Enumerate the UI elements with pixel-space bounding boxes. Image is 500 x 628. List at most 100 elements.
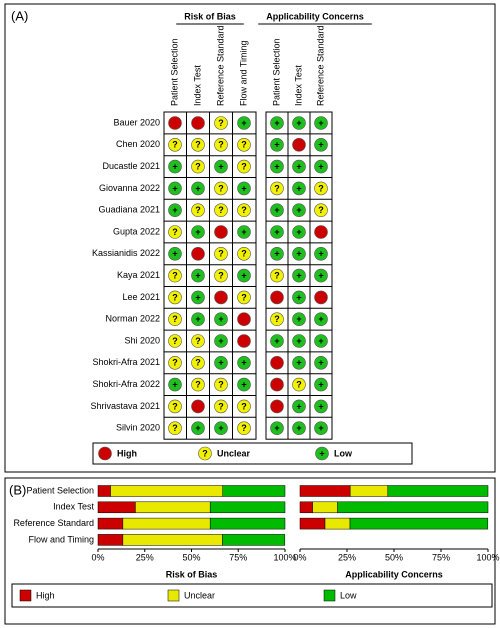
legend-label: High: [117, 448, 137, 458]
judgment: [314, 421, 328, 436]
judgment: [314, 377, 328, 392]
judgment: [237, 399, 251, 414]
x-tick-label: 0%: [293, 552, 306, 562]
judgment: [237, 355, 251, 370]
judgment: [314, 138, 328, 152]
judgment: [237, 225, 251, 239]
judgment: [292, 268, 306, 283]
judgment: [191, 181, 205, 196]
judgment-symbol: +: [318, 379, 323, 389]
bar-segment: [209, 501, 286, 514]
x-tick-label: 75%: [229, 552, 247, 562]
bar-segment: [122, 517, 211, 530]
bar-segment: [337, 501, 489, 514]
judgment: [168, 312, 182, 327]
judgment: [214, 268, 228, 283]
judgment: [168, 116, 182, 130]
judgment: [270, 181, 284, 196]
judgment: [270, 268, 284, 283]
judgment: [314, 203, 328, 217]
judgment-symbol: ?: [241, 292, 247, 302]
judgment: [292, 138, 306, 152]
judgment: [191, 334, 205, 348]
judgment-symbol: +: [241, 358, 246, 368]
judgment: [214, 312, 228, 327]
judgment-symbol: +: [296, 314, 301, 324]
judgment-symbol: ?: [218, 205, 224, 215]
judgment-symbol: +: [296, 118, 301, 128]
bar-segment: [299, 517, 326, 530]
judgment: [191, 421, 205, 436]
legend-swatch: [323, 589, 336, 602]
judgment: [214, 225, 228, 239]
judgment: [314, 399, 328, 414]
study-name: Shrivastava 2021: [90, 401, 160, 411]
judgment: [214, 334, 228, 348]
judgment: [270, 312, 284, 327]
bar-segment: [122, 534, 223, 546]
judgment-symbol: +: [296, 205, 301, 215]
judgment: [314, 290, 328, 305]
judgment: [270, 377, 284, 392]
bar-segment: [97, 534, 124, 546]
bar-segment: [299, 485, 351, 497]
judgment-symbol: +: [274, 423, 279, 433]
legend-label: Low: [334, 448, 353, 458]
judgment-symbol: ?: [218, 379, 224, 389]
judgment: [237, 159, 251, 174]
judgment-symbol: +: [241, 183, 246, 193]
judgment-symbol: ?: [274, 270, 280, 280]
judgment-symbol: +: [172, 205, 177, 215]
judgment: [214, 203, 228, 217]
legend-label: Unclear: [217, 448, 251, 458]
judgment-symbol: +: [318, 336, 323, 346]
judgment: [292, 290, 306, 305]
judgment-symbol: ?: [241, 423, 247, 433]
judgment: [214, 421, 228, 436]
judgment: [214, 399, 228, 414]
judgment-symbol: +: [218, 314, 223, 324]
judgment: [191, 138, 205, 152]
study-name: Gupta 2022: [113, 226, 160, 236]
judgment: [191, 247, 205, 261]
legend-swatch: [315, 446, 329, 461]
judgment-symbol: +: [319, 448, 324, 458]
judgment-symbol: +: [296, 358, 301, 368]
legend-swatch: [198, 446, 212, 461]
judgment: [168, 159, 182, 174]
judgment: [191, 203, 205, 217]
judgment: [237, 181, 251, 196]
judgment: [168, 355, 182, 370]
judgment-symbol: ?: [195, 140, 201, 150]
judgment-symbol: ?: [318, 183, 324, 193]
judgment: [191, 312, 205, 327]
judgment-symbol: +: [318, 270, 323, 280]
legend-swatch: [167, 589, 180, 602]
judgment-symbol: ?: [202, 448, 208, 458]
judgment: [237, 268, 251, 283]
judgment-symbol: +: [318, 423, 323, 433]
column-label: Patient Selection: [271, 38, 281, 106]
x-tick-label: 75%: [432, 552, 450, 562]
judgment: [237, 116, 251, 130]
judgment: [270, 116, 284, 130]
judgment-symbol: +: [195, 292, 200, 302]
column-label: Reference Standard: [215, 25, 225, 106]
bar-segment: [312, 501, 338, 514]
judgment-symbol: +: [296, 270, 301, 280]
bar-segment: [97, 485, 111, 497]
judgment: [191, 268, 205, 283]
judgment-symbol: ?: [218, 270, 224, 280]
judgment: [270, 203, 284, 217]
judgment: [314, 159, 328, 174]
study-name: Kassianidis 2022: [92, 248, 160, 258]
judgment: [191, 399, 205, 414]
judgment-symbol: +: [218, 423, 223, 433]
judgment-symbol: +: [274, 336, 279, 346]
judgment: [270, 159, 284, 174]
judgment: [168, 377, 182, 392]
bar-segment: [209, 517, 286, 530]
group-title: Risk of Bias: [184, 11, 236, 21]
judgment-symbol: +: [241, 118, 246, 128]
